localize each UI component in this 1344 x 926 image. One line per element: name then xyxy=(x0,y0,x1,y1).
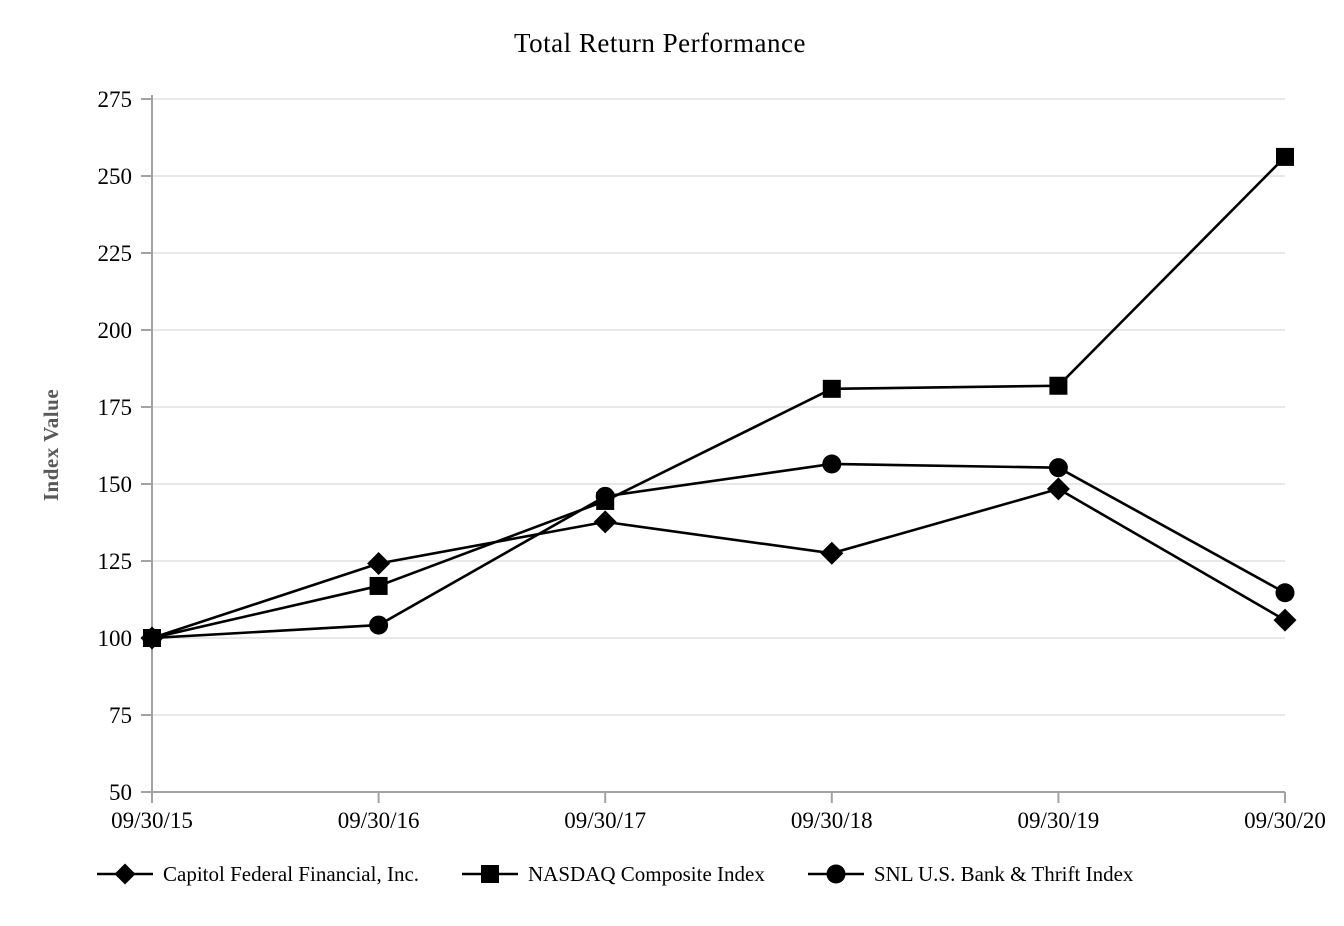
series-line xyxy=(151,155,1286,640)
data-point-marker xyxy=(1273,608,1297,632)
data-point-marker xyxy=(367,551,391,575)
data-point-marker xyxy=(1046,477,1070,501)
x-tick-label: 09/30/17 xyxy=(564,808,646,833)
series-line xyxy=(151,462,1286,640)
data-point-marker xyxy=(1049,376,1068,395)
square-marker-icon xyxy=(481,865,500,883)
data-point-marker xyxy=(1275,583,1295,603)
legend-item: NASDAQ Composite Index xyxy=(461,860,765,888)
y-tick-label: 200 xyxy=(98,318,133,343)
chart-title: Total Return Performance xyxy=(513,28,806,58)
x-tick-label: 09/30/19 xyxy=(1018,808,1100,833)
data-point-marker xyxy=(1048,458,1068,478)
circle-marker-icon xyxy=(826,864,846,884)
square-legend-icon xyxy=(462,865,519,883)
data-point-marker xyxy=(820,541,844,565)
data-point-marker xyxy=(822,454,842,474)
x-tick-label: 09/30/20 xyxy=(1244,808,1326,833)
legend-item: SNL U.S. Bank & Thrift Index xyxy=(807,860,1134,888)
data-point-marker xyxy=(593,510,617,534)
series-line xyxy=(151,487,1286,640)
data-point-marker xyxy=(822,379,841,398)
x-tick-label: 09/30/16 xyxy=(338,808,420,833)
y-tick-label: 275 xyxy=(98,87,133,112)
x-tick-label: 09/30/15 xyxy=(111,808,193,833)
data-point-marker xyxy=(1276,147,1294,166)
data-point-marker xyxy=(143,629,161,647)
y-tick-label: 225 xyxy=(98,241,133,266)
y-tick-label: 250 xyxy=(98,164,133,189)
y-tick-label: 150 xyxy=(98,472,133,497)
circle-legend-icon xyxy=(807,864,864,884)
legend: Capitol Federal Financial, Inc. NASDAQ Co… xyxy=(96,860,1336,888)
diamond-marker-icon xyxy=(114,863,136,885)
data-point-marker xyxy=(369,615,389,635)
diamond-legend-icon xyxy=(97,863,153,885)
legend-label: SNL U.S. Bank & Thrift Index xyxy=(873,861,1134,886)
legend-label: Capitol Federal Financial, Inc. xyxy=(163,861,420,886)
x-tick-label: 09/30/18 xyxy=(791,808,873,833)
y-tick-label: 75 xyxy=(109,703,132,728)
data-point-marker xyxy=(369,576,388,595)
y-tick-label: 175 xyxy=(98,395,133,420)
y-tick-label: 50 xyxy=(109,780,132,805)
legend-label: NASDAQ Composite Index xyxy=(528,861,765,886)
legend-item: Capitol Federal Financial, Inc. xyxy=(96,860,419,888)
data-point-marker xyxy=(596,491,615,510)
y-tick-label: 125 xyxy=(98,549,133,574)
y-tick-label: 100 xyxy=(98,626,133,651)
